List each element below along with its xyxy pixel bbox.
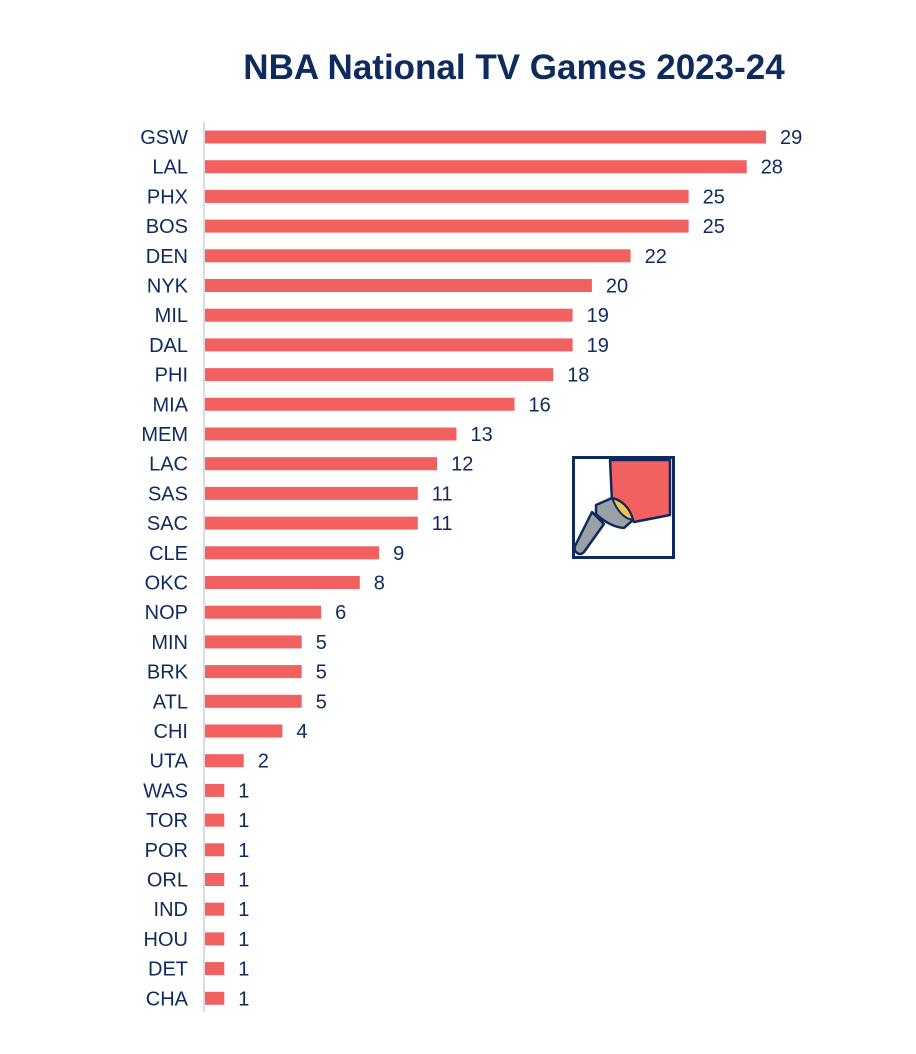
y-tick-label: DAL [149, 335, 188, 357]
y-tick-label: TOR [146, 810, 188, 832]
bar-cha [205, 991, 225, 1005]
y-tick-label: DEN [146, 246, 188, 268]
data-label: 28 [761, 157, 783, 179]
y-tick-label: CHA [146, 988, 189, 1010]
y-tick-label: MIA [152, 394, 188, 416]
data-label: 19 [587, 335, 609, 357]
bar-okc [205, 576, 360, 589]
data-label: 20 [606, 276, 628, 298]
data-label: 1 [238, 899, 249, 921]
y-tick-label: GSW [140, 127, 188, 149]
bar-den [205, 249, 631, 263]
data-label: 12 [451, 454, 473, 476]
y-tick-label: CHI [154, 721, 188, 743]
data-label: 19 [587, 305, 609, 327]
bar-mil [205, 308, 573, 322]
bar-ind [205, 902, 225, 916]
y-tick-label: HOU [144, 929, 188, 951]
y-tick-label: DET [148, 959, 188, 981]
data-label: 11 [432, 513, 453, 535]
y-tick-label: IND [154, 899, 188, 921]
y-tick-label: NYK [147, 276, 189, 298]
y-tick-label: PHX [147, 186, 188, 208]
bar-phx [205, 189, 689, 203]
y-tick-label: CLE [149, 543, 188, 565]
bar-brk [205, 665, 302, 679]
bar-lac [205, 457, 438, 471]
bar-tor [205, 813, 225, 827]
bar-nop [205, 605, 322, 619]
bar-min [205, 635, 302, 649]
bar-mia [205, 397, 515, 411]
data-label: 5 [316, 691, 327, 713]
y-tick-label: BRK [147, 662, 189, 684]
y-tick-label: MEM [141, 424, 188, 446]
bar-det [205, 962, 225, 976]
bar-sas [205, 486, 418, 500]
data-label: 1 [238, 870, 249, 892]
data-label: 18 [567, 365, 589, 387]
bar-cle [205, 546, 380, 560]
bar-orl [205, 873, 225, 886]
y-tick-label: WAS [143, 780, 188, 802]
data-label: 25 [703, 186, 725, 208]
data-label: 1 [238, 840, 249, 862]
y-tick-label: MIN [151, 632, 188, 654]
y-tick-labels: GSW LAL PHX BOS DEN NYK MIL DAL PHI MIA MEM LAC SAS S… [140, 127, 188, 1010]
y-tick-label: SAS [148, 483, 188, 505]
data-labels: 2928252522201919181613121111986555421111… [238, 127, 802, 1010]
bar-chi [205, 724, 283, 738]
bar-hou [205, 932, 225, 946]
data-label: 5 [316, 632, 327, 654]
y-tick-label: NOP [145, 602, 188, 624]
bar-was [205, 783, 225, 797]
bar-por [205, 843, 225, 857]
data-label: 11 [432, 483, 453, 505]
bar-atl [205, 694, 302, 708]
data-label: 1 [238, 988, 249, 1010]
data-label: 22 [645, 246, 667, 268]
y-tick-label: UTA [149, 751, 188, 773]
y-tick-label: BOS [146, 216, 188, 238]
bars-group [205, 130, 766, 1005]
y-tick-label: SAC [147, 513, 188, 535]
y-tick-label: LAL [152, 157, 188, 179]
data-label: 4 [296, 721, 307, 743]
y-tick-label: OKC [145, 573, 188, 595]
chart-title: NBA National TV Games 2023-24 [243, 48, 785, 87]
bar-uta [205, 754, 244, 768]
data-label: 2 [258, 751, 269, 773]
bar-gsw [205, 130, 766, 144]
data-label: 1 [238, 959, 249, 981]
data-label: 13 [471, 424, 493, 446]
data-label: 16 [529, 394, 551, 416]
data-label: 1 [238, 780, 249, 802]
y-tick-label: ORL [147, 870, 188, 892]
data-label: 25 [703, 216, 725, 238]
flashlight-icon [572, 456, 675, 559]
data-label: 6 [335, 602, 346, 624]
y-tick-label: LAC [149, 454, 188, 476]
bar-phi [205, 368, 554, 382]
data-label: 29 [780, 127, 802, 149]
data-label: 8 [374, 573, 385, 595]
y-tick-label: ATL [153, 691, 188, 713]
y-tick-label: POR [145, 840, 188, 862]
data-label: 5 [316, 662, 327, 684]
bar-mem [205, 427, 457, 441]
data-label: 1 [238, 810, 249, 832]
data-label: 1 [238, 929, 249, 951]
bar-lal [205, 160, 747, 174]
bar-sac [205, 516, 418, 530]
bar-nyk [205, 279, 592, 292]
y-tick-label: MIL [155, 305, 188, 327]
bar-dal [205, 338, 573, 352]
y-tick-label: PHI [155, 365, 188, 387]
data-label: 9 [393, 543, 404, 565]
bar-bos [205, 219, 689, 233]
